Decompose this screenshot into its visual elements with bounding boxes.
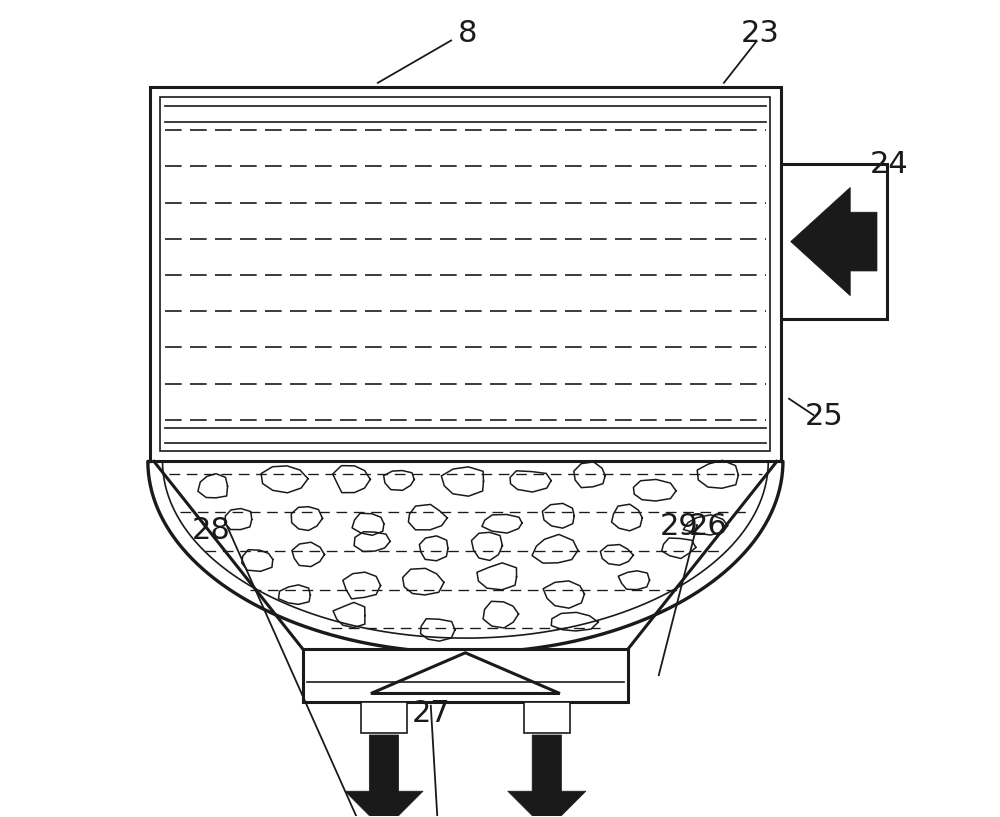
Text: 8: 8 [458, 20, 477, 48]
Text: 25: 25 [805, 402, 843, 431]
Polygon shape [361, 702, 407, 733]
Text: 27: 27 [411, 699, 450, 728]
Text: 26: 26 [688, 512, 727, 541]
Text: 29: 29 [660, 512, 699, 541]
Polygon shape [371, 653, 560, 694]
Polygon shape [93, 2, 907, 815]
Polygon shape [791, 187, 877, 296]
Polygon shape [508, 735, 586, 817]
Polygon shape [148, 462, 783, 653]
Text: 28: 28 [192, 516, 230, 545]
Polygon shape [524, 702, 570, 733]
Polygon shape [303, 649, 628, 702]
Polygon shape [345, 735, 423, 817]
Text: 24: 24 [870, 150, 909, 179]
Polygon shape [781, 164, 887, 319]
Text: 23: 23 [741, 20, 780, 48]
